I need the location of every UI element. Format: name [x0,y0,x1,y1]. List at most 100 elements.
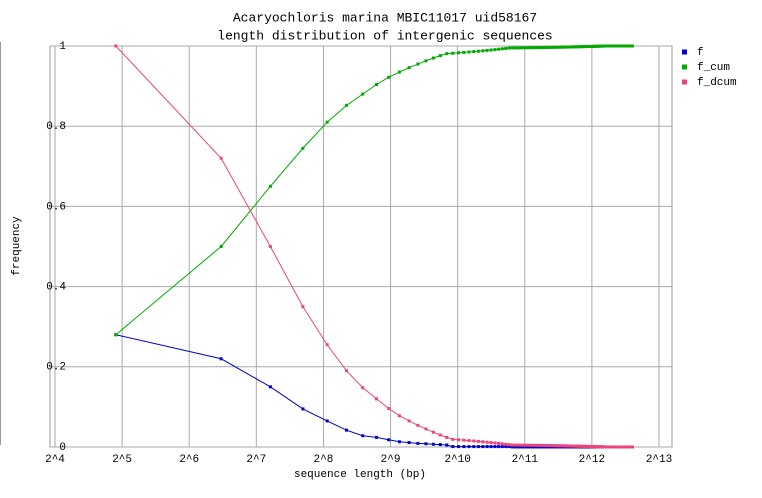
point [493,48,497,52]
point [489,48,493,52]
point [575,444,579,448]
point [525,443,529,447]
point [580,444,584,448]
y-tick-label: 0.6 [46,201,66,213]
point [549,45,553,49]
y-tick-label: 0.8 [46,121,66,133]
legend-marker [682,49,687,55]
point [516,443,520,447]
point [462,445,466,449]
point [549,444,553,448]
point [559,45,563,49]
point [445,52,449,56]
point [513,443,517,447]
point [507,46,511,50]
point [467,439,471,443]
x-tick-label: 2^12 [579,454,605,466]
x-tick-label: 2^11 [512,454,539,466]
point [566,45,570,49]
x-tick-label: 2^4 [45,454,65,466]
point [538,46,542,50]
point [481,445,485,449]
point [568,444,572,448]
point [533,443,537,447]
point [522,445,526,449]
point [519,46,523,50]
point [561,45,565,49]
point [519,443,523,447]
point [375,435,379,439]
point [114,333,118,337]
x-tick-label: 2^6 [179,454,199,466]
point [500,47,504,51]
point [510,445,514,449]
point [561,444,565,448]
point [467,445,471,449]
point [416,423,420,427]
point [547,444,551,448]
point [580,45,584,49]
point [485,48,489,52]
point [528,443,532,447]
y-tick-label: 0.4 [46,282,66,294]
legend-label: f_dcum [697,77,737,89]
point [325,419,329,423]
point [507,445,511,449]
point [387,438,391,442]
point [268,385,272,389]
point [533,445,537,449]
point [361,386,365,390]
point [516,46,520,50]
x-tick-label: 2^5 [112,454,132,466]
point [462,50,466,54]
point [559,444,563,448]
point [268,184,272,188]
point [497,441,501,445]
point [578,45,582,49]
point [565,45,569,49]
point [301,305,305,309]
point [538,443,542,447]
point [573,45,577,49]
point [535,46,539,50]
y-axis-label: frequency [11,216,23,276]
y-tick-label: 0.2 [46,362,66,374]
point [545,444,549,448]
point [397,70,401,74]
point [472,50,476,54]
chart-title: Acaryochloris marina MBIC11017 uid58167 [233,10,537,25]
point [457,438,461,442]
point [416,62,420,66]
point [581,45,585,49]
point [268,245,272,248]
point [114,44,118,48]
point [572,45,576,49]
point [519,445,523,449]
point [581,444,585,448]
point [542,443,546,447]
point [516,445,520,449]
legend-marker [682,64,687,70]
point [485,445,489,449]
point [476,439,480,443]
point [462,438,466,442]
point [630,44,634,48]
point [557,45,561,49]
point [530,443,534,447]
point [445,443,449,447]
point [387,407,391,411]
point [219,156,223,160]
point [424,427,428,431]
point [301,146,305,150]
point [507,443,511,447]
point [557,444,561,448]
point [431,442,435,446]
point [504,442,508,446]
point [565,444,569,448]
point [397,440,401,444]
point [551,444,555,448]
x-tick-label: 2^8 [314,454,334,466]
point [522,443,526,447]
point [375,397,379,401]
point [522,46,526,50]
